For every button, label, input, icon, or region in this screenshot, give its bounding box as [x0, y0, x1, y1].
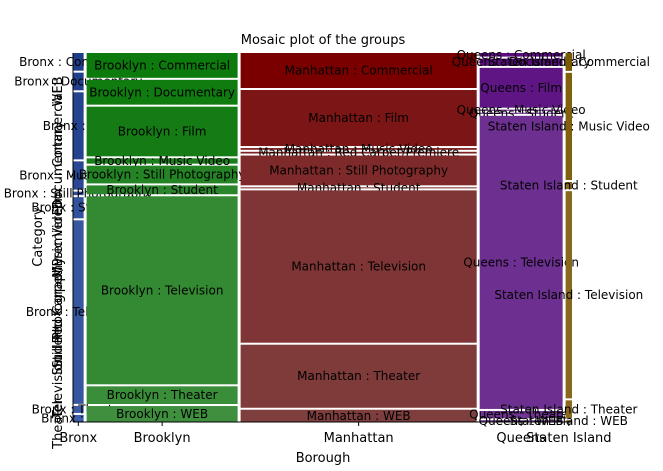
- cell-manhattan-theater: [240, 344, 477, 408]
- cell-label-manhattan-still-photography: Manhattan : Still Photography: [269, 163, 448, 177]
- y-tick-label-music-video: Music Video: [51, 200, 66, 278]
- cell-label-brooklyn-theater: Brooklyn : Theater: [107, 388, 218, 402]
- x-tick-label-bronx: Bronx: [59, 431, 97, 446]
- cell-staten-island-student: [565, 182, 572, 190]
- cell-staten-island-commercial: [565, 53, 572, 71]
- cell-queens-documentary: [479, 58, 563, 66]
- cell-label-manhattan-commercial: Manhattan : Commercial: [285, 64, 433, 78]
- cell-manhattan-still-photography: [240, 155, 477, 186]
- cell-bronx-theater: [73, 405, 84, 413]
- cell-label-queens-film: Queens : Film: [480, 81, 562, 95]
- cell-bronx-student: [73, 197, 84, 219]
- cell-queens-film: [479, 67, 563, 108]
- cell-label-queens-documentary: Queens : Documentary: [452, 55, 591, 69]
- y-tick-label-documentary: Documentary: [51, 121, 66, 210]
- cell-queens-commercial: [479, 53, 563, 57]
- cell-label-queens-theater: Queens : Theater: [469, 408, 573, 422]
- cell-manhattan-music-video: [240, 148, 477, 150]
- cell-label-queens-television: Queens : Television: [463, 255, 579, 269]
- cell-label-brooklyn-music-video: Brooklyn : Music Video: [94, 154, 230, 168]
- cell-staten-island-music-video: [565, 72, 572, 181]
- cell-label-brooklyn-television: Brooklyn : Television: [101, 283, 224, 297]
- y-tick-label-student: Student: [51, 324, 66, 375]
- cell-staten-island-theater: [565, 400, 572, 419]
- cell-brooklyn-documentary: [86, 79, 238, 105]
- cell-queens-music-video: [479, 109, 563, 111]
- cell-label-staten-island-theater: Staten Island : Theater: [500, 402, 637, 416]
- cell-bronx-commercial: [73, 53, 84, 71]
- y-tick-label-film: Film: [51, 189, 66, 215]
- cell-brooklyn-student: [86, 185, 238, 195]
- cell-label-brooklyn-web: Brooklyn : WEB: [116, 407, 208, 421]
- chart-title: Mosaic plot of the groups: [241, 33, 406, 48]
- cell-label-staten-island-web: Staten Island : WEB: [510, 414, 628, 428]
- cell-bronx-television: [73, 220, 84, 404]
- cell-label-staten-island-music-video: Staten Island : Music Video: [488, 119, 650, 133]
- cell-bronx-film: [73, 92, 84, 160]
- cell-brooklyn-music-video: [86, 158, 238, 164]
- cell-label-staten-island-commercial: Staten Island : Commercial: [488, 55, 650, 69]
- cell-manhattan-web: [240, 409, 477, 422]
- x-axis-label: Borough: [296, 451, 351, 466]
- cell-label-manhattan-film: Manhattan : Film: [308, 111, 409, 125]
- cell-label-queens-commercial: Queens : Commercial: [457, 48, 586, 62]
- cell-bronx-still-photography: [73, 191, 84, 196]
- cell-label-brooklyn-film: Brooklyn : Film: [118, 125, 207, 139]
- cell-label-queens-web: Queens : WEB: [479, 414, 564, 428]
- y-tick-label-red-carpet-premiere: Red Carpet/Premiere: [51, 208, 66, 343]
- cell-queens-theater: [479, 410, 563, 419]
- plot-frame: [72, 53, 572, 423]
- cell-label-manhattan-television: Manhattan : Television: [291, 260, 426, 274]
- y-tick-label-theater: Theater: [51, 398, 66, 450]
- cell-label-brooklyn-still-photography: Brooklyn : Still Photography: [79, 168, 246, 182]
- cell-staten-island-web: [565, 420, 572, 422]
- cell-queens-television: [479, 115, 563, 409]
- x-tick-label-queens: Queens: [496, 431, 546, 446]
- y-tick-label-web: WEB: [51, 76, 66, 106]
- cell-brooklyn-film: [86, 106, 238, 157]
- cell-label-staten-island-television: Staten Island : Television: [494, 288, 643, 302]
- cell-queens-web: [479, 420, 563, 422]
- cell-manhattan-television: [240, 190, 477, 343]
- x-tick-label-brooklyn: Brooklyn: [134, 431, 191, 446]
- y-tick-label-commercial: Commercial: [51, 89, 66, 167]
- cell-brooklyn-web: [86, 406, 238, 422]
- cell-manhattan-commercial: [240, 53, 477, 89]
- x-tick-label-staten-island: Staten Island: [526, 431, 611, 446]
- y-tick-label-television: Television: [51, 355, 66, 419]
- cell-queens-student: [479, 112, 563, 114]
- cell-bronx-documentary: [73, 72, 84, 91]
- cell-bronx-web: [73, 414, 84, 422]
- cell-label-staten-island-student: Staten Island : Student: [500, 179, 638, 193]
- cell-brooklyn-commercial: [86, 53, 238, 78]
- y-axis-label: Category: [31, 207, 46, 267]
- x-tick-label-manhattan: Manhattan: [324, 431, 394, 446]
- cell-label-manhattan-theater: Manhattan : Theater: [297, 369, 420, 383]
- cell-brooklyn-theater: [86, 386, 238, 405]
- cell-bronx-music-video: [73, 161, 84, 190]
- cell-brooklyn-still-photography: [86, 165, 238, 184]
- cell-label-brooklyn-student: Brooklyn : Student: [106, 183, 218, 197]
- cell-staten-island-television: [565, 191, 572, 399]
- cell-manhattan-red-carpet-premiere: [240, 151, 477, 154]
- cell-label-manhattan-web: Manhattan : WEB: [307, 409, 411, 423]
- cell-label-brooklyn-commercial: Brooklyn : Commercial: [94, 58, 230, 72]
- cell-label-brooklyn-documentary: Brooklyn : Documentary: [89, 85, 235, 99]
- cell-manhattan-film: [240, 90, 477, 147]
- cell-brooklyn-television: [86, 196, 238, 385]
- y-tick-label-still-photography: Still Photography: [51, 257, 66, 368]
- cell-manhattan-student: [240, 187, 477, 189]
